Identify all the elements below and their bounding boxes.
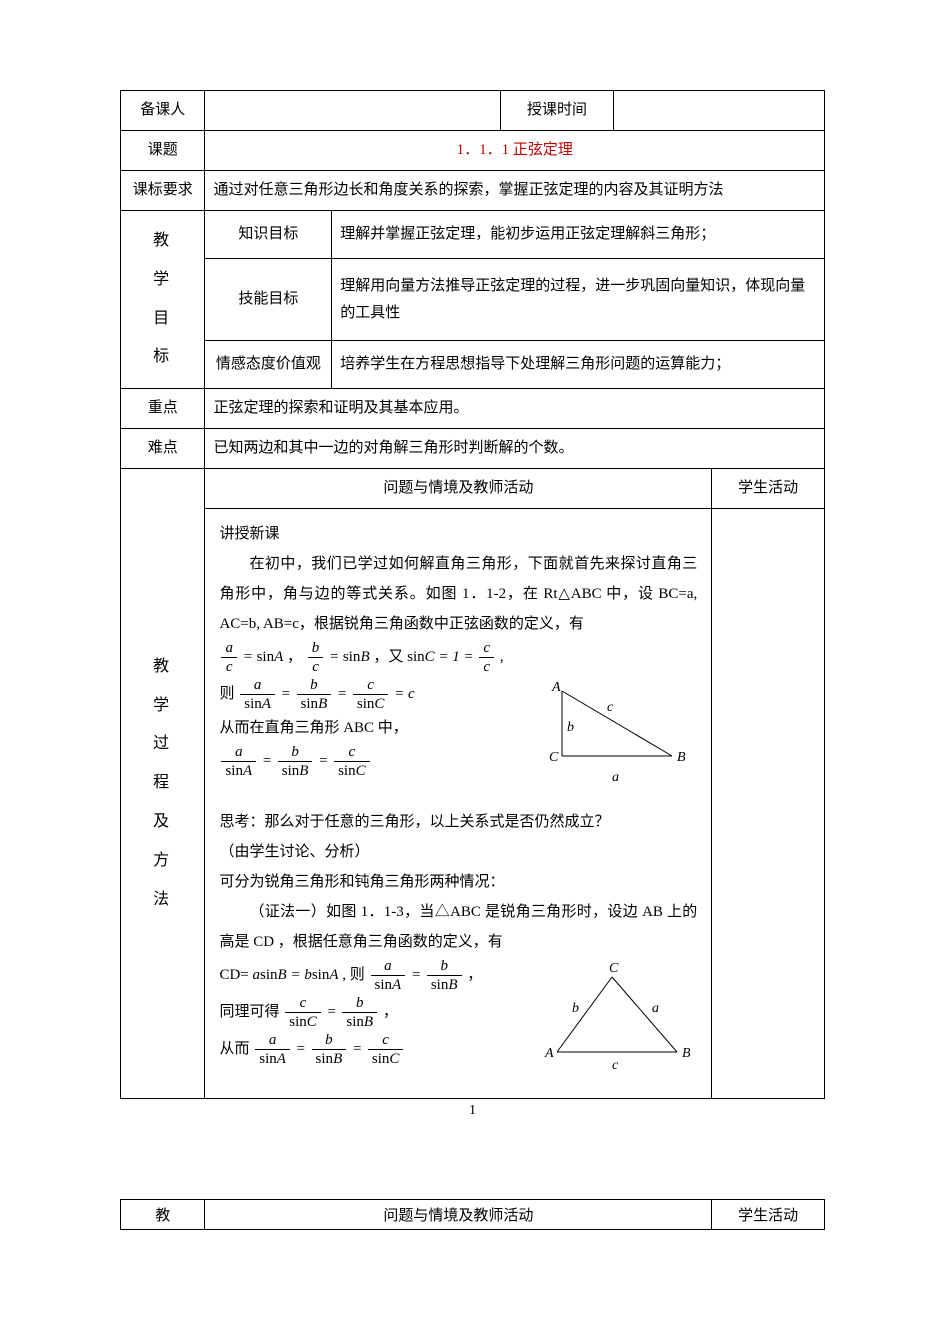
footer-center: 问题与情境及教师活动: [205, 1200, 712, 1230]
objectives-side-label: 教 学 目 标: [121, 211, 205, 389]
lecture-time-value: [613, 91, 824, 131]
equation-3: CD= asinB = bsinA , 则 asinA = bsinB ，: [219, 957, 527, 994]
row-objective-knowledge: 教 学 目 标 知识目标 理解并掌握正弦定理，能初步运用正弦定理解斜三角形；: [121, 211, 825, 259]
d1-A: A: [551, 680, 561, 695]
student-activity-cell: [712, 509, 825, 1099]
d1-C: C: [549, 750, 559, 765]
objective-affect-label: 情感态度价值观: [205, 340, 332, 389]
process-content-cell: 讲授新课 在初中，我们已学过如何解直角三角形，下面就首先来探讨直角三角形中，角与…: [205, 509, 712, 1099]
row-process-header: 教 学 过 程 及 方 法 问题与情境及教师活动 学生活动: [121, 469, 825, 509]
lesson-plan-page: 备课人 授课时间 课题 1．1．1 正弦定理 课标要求 通过对任意三角形边长和角…: [0, 0, 945, 1290]
footer-right: 学生活动: [712, 1200, 825, 1230]
paragraph-1: 在初中，我们已学过如何解直角三角形，下面就首先来探讨直角三角形中，角与边的等式关…: [219, 549, 697, 639]
right-triangle-svg: A B C c b a: [537, 676, 697, 796]
objective-skill-value: 理解用向量方法推导正弦定理的过程，进一步巩固向量知识，体现向量的工具性: [332, 259, 825, 340]
frac-b-c: bc: [308, 639, 324, 676]
d2-b: b: [572, 1001, 579, 1016]
lecture-time-label: 授课时间: [501, 91, 614, 131]
row-objective-skill: 技能目标 理解用向量方法推导正弦定理的过程，进一步巩固向量知识，体现向量的工具性: [121, 259, 825, 340]
d2-B: B: [682, 1046, 691, 1061]
process-header-left: 问题与情境及教师活动: [205, 469, 712, 509]
equation-2b: asinA = bsinB = csinC: [219, 743, 527, 780]
d2-a: a: [652, 1001, 659, 1016]
row-process-content: 讲授新课 在初中，我们已学过如何解直角三角形，下面就首先来探讨直角三角形中，角与…: [121, 509, 825, 1099]
d2-C: C: [609, 961, 619, 976]
page-number: 1: [120, 1103, 825, 1119]
footer-table: 教 问题与情境及教师活动 学生活动: [120, 1199, 825, 1230]
equation-1: ac = sinA ， bc = sinB ，又 sinC = 1 = cc ,: [219, 639, 697, 676]
eq3-diagram-row: CD= asinB = bsinA , 则 asinA = bsinB ， 同理…: [219, 957, 697, 1088]
paragraph-3: 思考：那么对于任意的三角形，以上关系式是否仍然成立？: [219, 807, 697, 837]
difficulty-value: 已知两边和其中一边的对角解三角形时判断解的个数。: [205, 429, 825, 469]
objective-affect-value: 培养学生在方程思想指导下处理解三角形问题的运算能力；: [332, 340, 825, 389]
objective-knowledge-label: 知识目标: [205, 211, 332, 259]
topic-label: 课题: [121, 131, 205, 171]
row-preparer: 备课人 授课时间: [121, 91, 825, 131]
equation-2: 则 asinA = bsinB = csinC = c: [219, 676, 527, 713]
frac-a-c: ac: [221, 639, 237, 676]
row-keypoint: 重点 正弦定理的探索和证明及其基本应用。: [121, 389, 825, 429]
d1-a: a: [612, 770, 619, 785]
frac-c-c: cc: [479, 639, 494, 676]
d1-b: b: [567, 720, 574, 735]
row-difficulty: 难点 已知两边和其中一边的对角解三角形时判断解的个数。: [121, 429, 825, 469]
equation-5: 从而 asinA = bsinB = csinC: [219, 1031, 527, 1068]
acute-triangle-svg: C A B b a c: [537, 957, 697, 1077]
process-content: 讲授新课 在初中，我们已学过如何解直角三角形，下面就首先来探讨直角三角形中，角与…: [213, 515, 703, 1092]
objective-skill-label: 技能目标: [205, 259, 332, 340]
footer-left: 教: [121, 1200, 205, 1230]
d2-A: A: [544, 1046, 554, 1061]
equation-4: 同理可得 csinC = bsinB ，: [219, 994, 527, 1031]
preparer-value: [205, 91, 501, 131]
process-side-label: 教 学 过 程 及 方 法: [121, 469, 205, 1099]
paragraph-6: （证法一）如图 1．1-3，当△ABC 是锐角三角形时，设边 AB 上的高是 C…: [219, 897, 697, 957]
row-standard: 课标要求 通过对任意三角形边长和角度关系的探索，掌握正弦定理的内容及其证明方法: [121, 171, 825, 211]
paragraph-4: （由学生讨论、分析）: [219, 837, 697, 867]
d1-c: c: [607, 700, 614, 715]
row-topic: 课题 1．1．1 正弦定理: [121, 131, 825, 171]
topic-value: 1．1．1 正弦定理: [205, 131, 825, 171]
keypoint-label: 重点: [121, 389, 205, 429]
d2-c: c: [612, 1058, 619, 1073]
lesson-plan-table: 备课人 授课时间 课题 1．1．1 正弦定理 课标要求 通过对任意三角形边长和角…: [120, 90, 825, 1099]
lecture-title: 讲授新课: [219, 519, 697, 549]
d1-B: B: [677, 750, 686, 765]
standard-value: 通过对任意三角形边长和角度关系的探索，掌握正弦定理的内容及其证明方法: [205, 171, 825, 211]
objective-knowledge-value: 理解并掌握正弦定理，能初步运用正弦定理解斜三角形；: [332, 211, 825, 259]
standard-label: 课标要求: [121, 171, 205, 211]
process-header-right: 学生活动: [712, 469, 825, 509]
eq2-diagram-row: 则 asinA = bsinB = csinC = c 从而在直角三角形 ABC…: [219, 676, 697, 807]
footer-row: 教 问题与情境及教师活动 学生活动: [121, 1200, 825, 1230]
row-objective-affect: 情感态度价值观 培养学生在方程思想指导下处理解三角形问题的运算能力；: [121, 340, 825, 389]
paragraph-5: 可分为锐角三角形和钝角三角形两种情况：: [219, 867, 697, 897]
right-triangle-diagram: A B C c b a: [537, 676, 697, 807]
keypoint-value: 正弦定理的探索和证明及其基本应用。: [205, 389, 825, 429]
paragraph-2: 从而在直角三角形 ABC 中，: [219, 713, 527, 743]
difficulty-label: 难点: [121, 429, 205, 469]
preparer-label: 备课人: [121, 91, 205, 131]
acute-triangle-diagram: C A B b a c: [537, 957, 697, 1088]
